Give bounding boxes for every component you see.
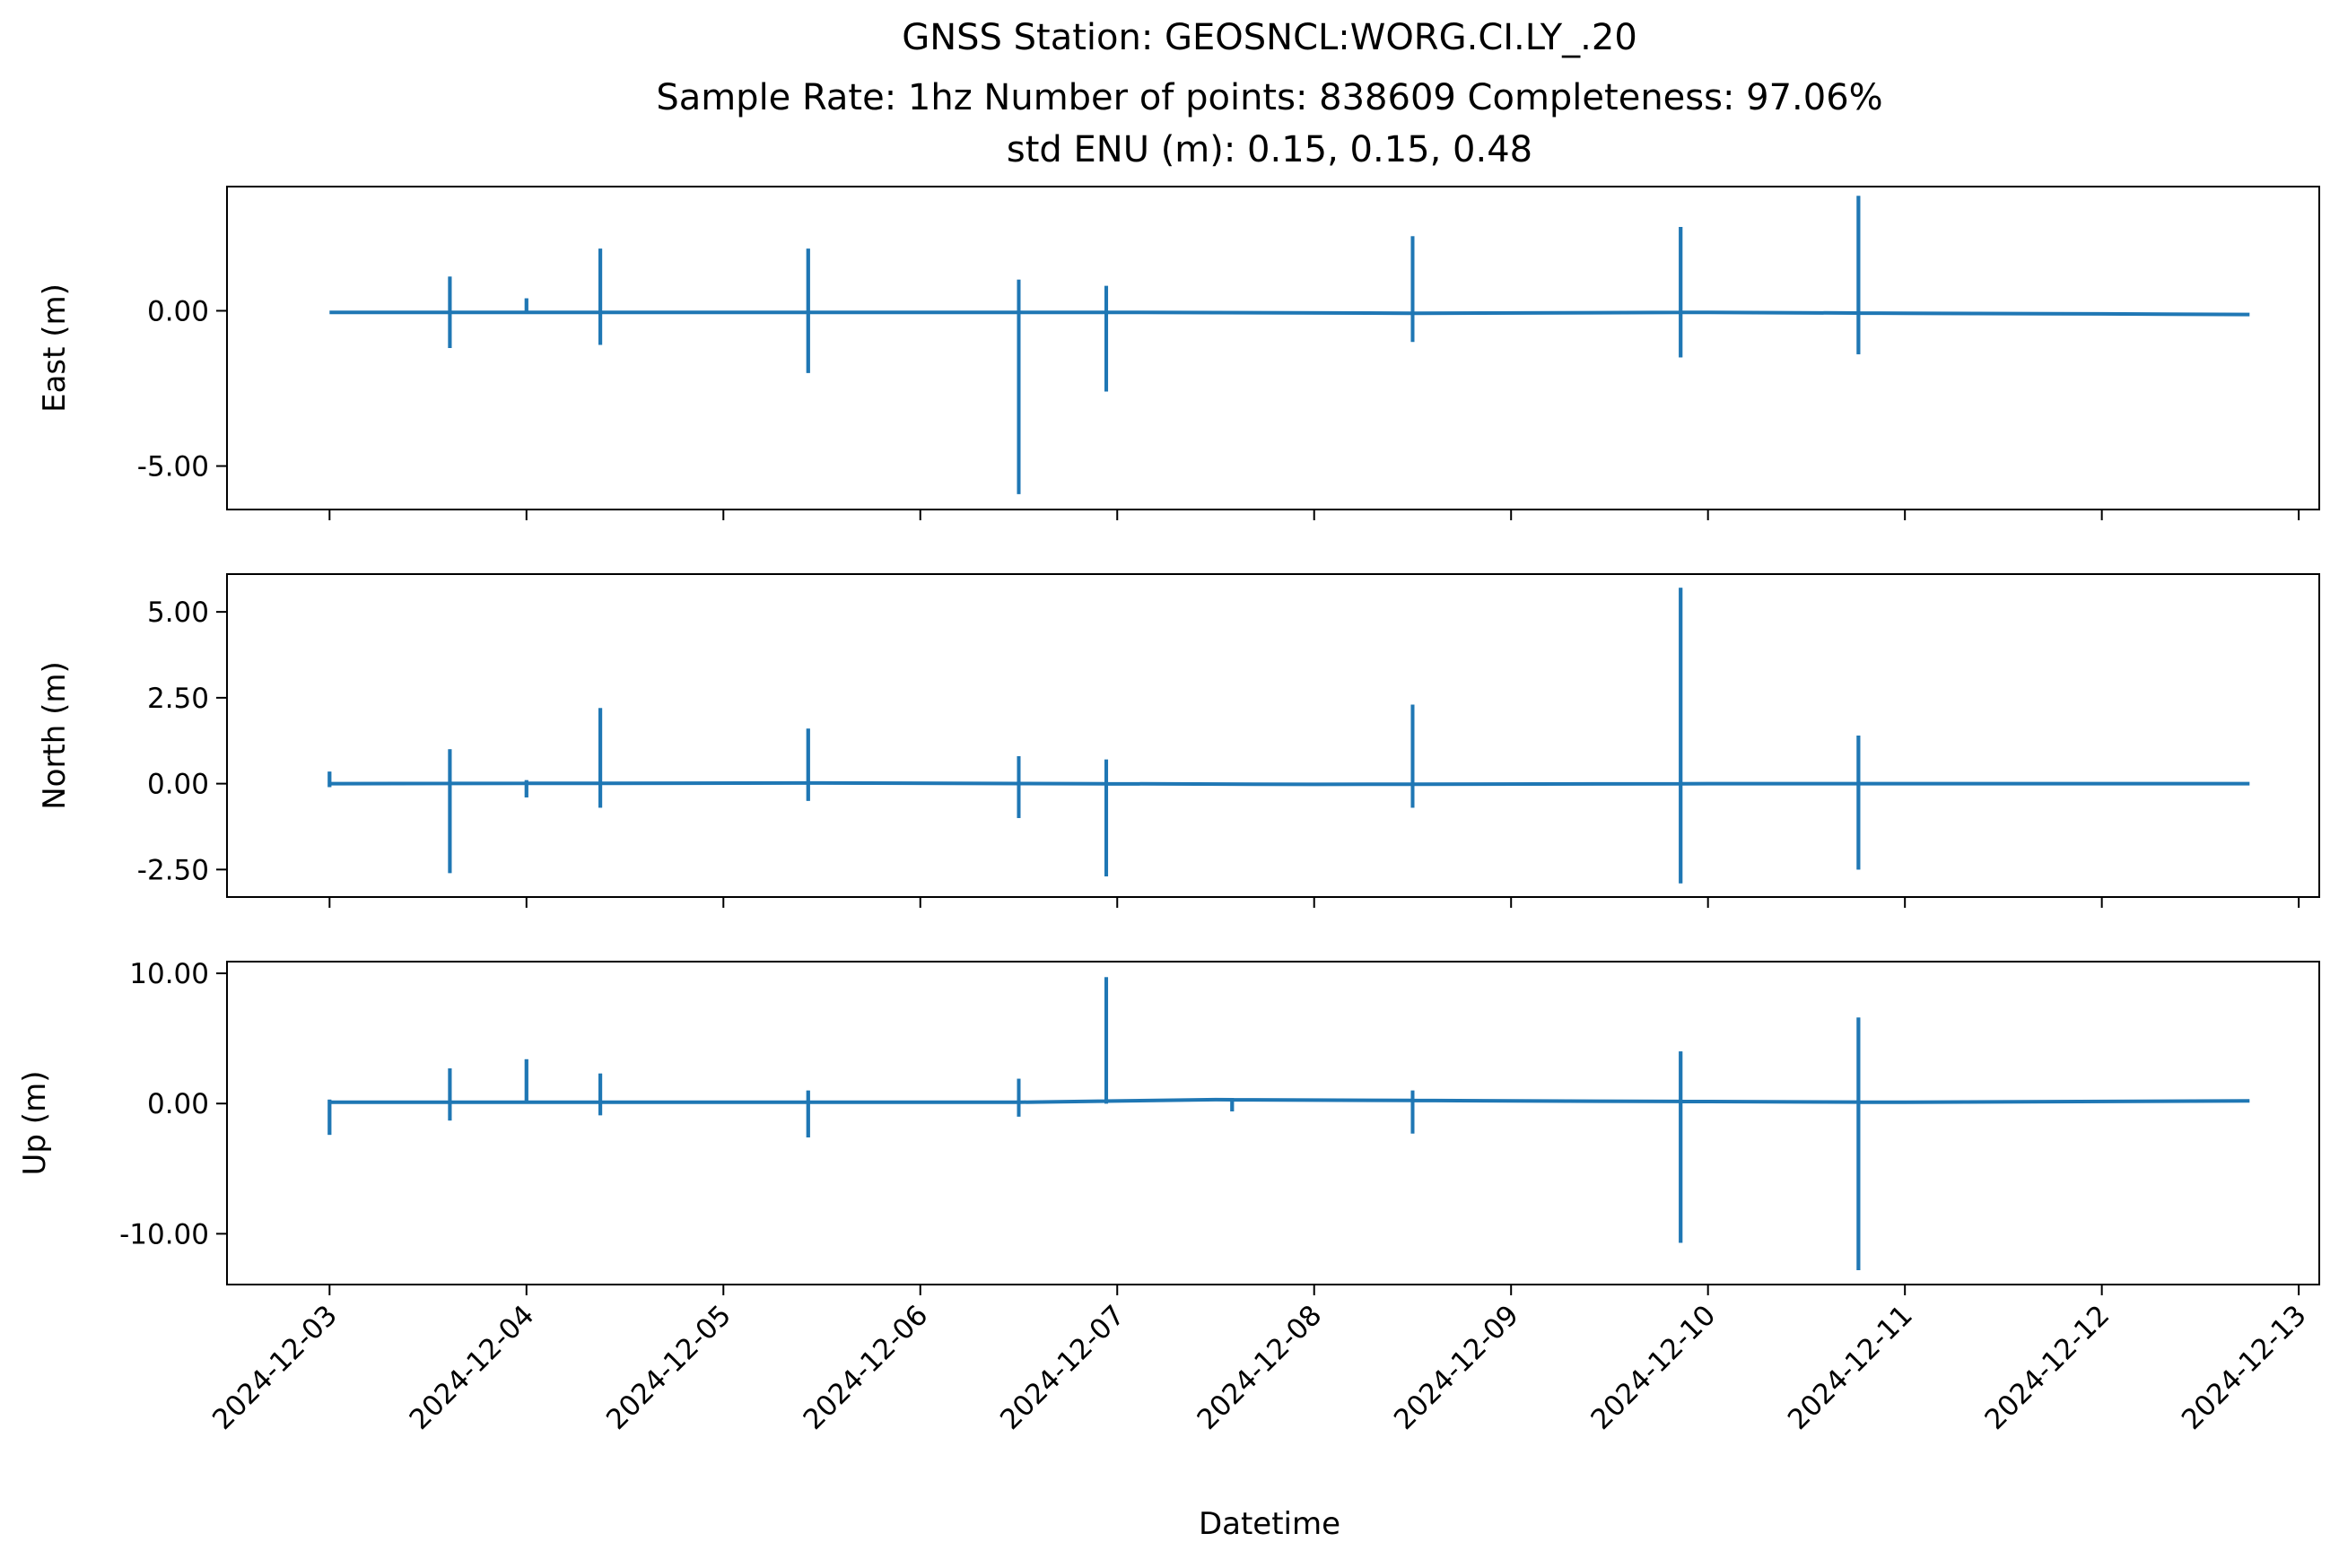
x-tick-label-0: 2024-12-03 (206, 1299, 344, 1436)
north-panel: 5.00 2.50 0.00 -2.50 North (m) (37, 573, 2320, 908)
up-ytick-label-0: 10.00 (129, 958, 209, 990)
east-series-line (329, 196, 2250, 494)
up-ytick-label-2: -10.00 (119, 1218, 209, 1250)
x-tick-label-5: 2024-12-08 (1191, 1299, 1329, 1436)
north-ytick-label-1: 2.50 (147, 683, 209, 715)
north-axis-label: North (m) (37, 661, 73, 810)
x-tick-label-9: 2024-12-12 (1978, 1299, 2116, 1436)
east-panel: 0.00 -5.00 East (m) (37, 186, 2320, 520)
east-axis-label: East (m) (37, 283, 73, 413)
up-ytick-label-1: 0.00 (147, 1088, 209, 1120)
east-ytick-label-0: 0.00 (147, 295, 209, 327)
north-ytick-label-0: 5.00 (147, 597, 209, 629)
x-tick-label-3: 2024-12-06 (798, 1299, 935, 1436)
x-axis-label: Datetime (1199, 1506, 1340, 1542)
up-plot-frame (226, 961, 2320, 1285)
north-ytick-label-3: -2.50 (137, 854, 209, 886)
north-series-line (327, 588, 2250, 884)
x-tick-label-8: 2024-12-11 (1782, 1299, 1919, 1436)
title-line-1: GNSS Station: GEOSNCL:WORG.CI.LY_.20 (902, 17, 1637, 58)
up-series-line (327, 977, 2250, 1270)
x-tick-label-7: 2024-12-10 (1584, 1299, 1722, 1436)
x-axis: 2024-12-03 2024-12-04 2024-12-05 2024-12-06… (206, 1299, 2313, 1436)
east-plot-frame (226, 186, 2320, 510)
x-tick-label-6: 2024-12-09 (1388, 1299, 1525, 1436)
title-line-3: std ENU (m): 0.15, 0.15, 0.48 (1007, 129, 1532, 170)
east-ytick-label-1: -5.00 (137, 451, 209, 483)
title-line-2: Sample Rate: 1hz Number of points: 83860… (656, 77, 1882, 118)
north-ytick-label-2: 0.00 (147, 769, 209, 801)
x-tick-label-1: 2024-12-04 (404, 1299, 541, 1436)
up-panel: 10.00 0.00 -10.00 Up (m) (17, 958, 2320, 1295)
north-plot-frame (226, 573, 2320, 898)
x-tick-label-4: 2024-12-07 (994, 1299, 1131, 1436)
x-tick-label-10: 2024-12-13 (2176, 1299, 2313, 1436)
up-axis-label: Up (m) (17, 1071, 53, 1176)
x-tick-label-2: 2024-12-05 (600, 1299, 737, 1436)
